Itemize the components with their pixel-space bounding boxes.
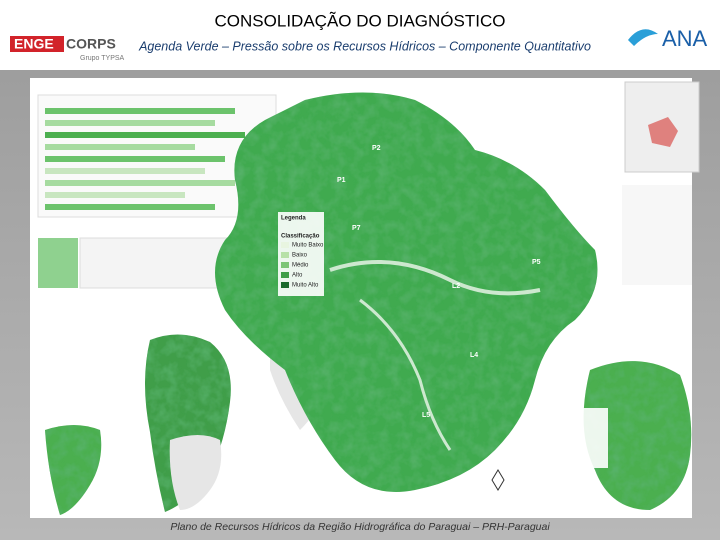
chart-bar (45, 204, 215, 210)
chart-bar (45, 168, 205, 174)
logo-right: ANA (662, 26, 708, 51)
legend-title: Legenda (281, 216, 306, 222)
inset-region (648, 117, 678, 147)
footer: Plano de Recursos Hídricos da Região Hid… (170, 521, 550, 533)
logo-left-a: ENGE (14, 36, 54, 52)
chart-bar (45, 192, 185, 198)
logo-right-icon (628, 29, 658, 46)
header-bar (0, 0, 720, 70)
map-label: P2 (372, 145, 381, 152)
river (359, 298, 452, 451)
unit-list (622, 185, 692, 285)
legend-swatch (281, 242, 289, 248)
chart-bar (45, 156, 225, 162)
legend-label: Baixo (292, 253, 308, 259)
title: CONSOLIDAÇÃO DO DIAGNÓSTICO (215, 11, 506, 30)
legend-label: Alto (292, 273, 303, 279)
legend-class: Classificação (281, 234, 320, 240)
legend-label: Muito Alto (292, 283, 319, 289)
map-label: L5 (422, 412, 430, 419)
map-label: P7 (352, 225, 361, 232)
legend-swatch (281, 272, 289, 278)
north-arrow (491, 469, 505, 491)
comparison-legend (568, 408, 608, 468)
legend-label: Médio (292, 263, 309, 269)
logo-left-sub: Grupo TYPSA (80, 55, 125, 62)
legend-swatch (281, 252, 289, 258)
main-map (215, 92, 598, 492)
map-label: L2 (452, 283, 460, 290)
logo-block (10, 36, 64, 52)
comparison-map (583, 361, 692, 510)
chart-bar (45, 132, 245, 138)
legend-label: Muito Baixo (292, 243, 324, 249)
chart-bar (45, 120, 215, 126)
map-label: L4 (470, 352, 478, 359)
subtitle: Agenda Verde – Pressão sobre os Recursos… (138, 39, 591, 53)
legend-swatch (281, 282, 289, 288)
map-label: P1 (337, 177, 346, 184)
chart-bar (45, 180, 235, 186)
river (329, 260, 541, 296)
logo-left-b: CORPS (66, 36, 116, 52)
small-map (45, 425, 102, 515)
weight-box (38, 238, 78, 288)
chart-bar (45, 144, 195, 150)
chart-bar (45, 108, 235, 114)
map-label: P5 (532, 259, 541, 266)
small-map (169, 435, 222, 510)
legend-swatch (281, 262, 289, 268)
